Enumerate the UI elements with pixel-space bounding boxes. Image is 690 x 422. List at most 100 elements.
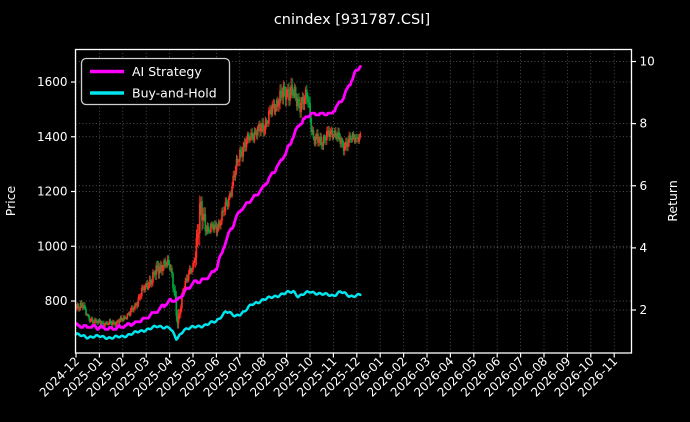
- candle-body: [322, 136, 325, 146]
- candle-body: [243, 142, 246, 147]
- candle-body: [145, 283, 148, 286]
- candle-body: [184, 280, 187, 289]
- candle-body: [292, 94, 295, 96]
- candle-body: [103, 322, 105, 327]
- candle-body: [155, 265, 158, 275]
- candle-body: [245, 140, 248, 148]
- candle-body: [87, 314, 90, 317]
- candle-body: [276, 100, 279, 107]
- candle-body: [317, 133, 319, 143]
- candle-body: [106, 321, 109, 325]
- candle-body: [101, 322, 104, 324]
- candle-body: [241, 152, 243, 157]
- candle-body: [353, 137, 356, 143]
- candle-body: [320, 137, 323, 145]
- candle-body: [256, 126, 259, 136]
- candle-body: [284, 89, 287, 100]
- candle-body: [207, 226, 210, 232]
- candle-body: [147, 285, 150, 289]
- candle-body: [95, 319, 97, 322]
- candle-body: [323, 136, 326, 139]
- candle-body: [152, 271, 154, 283]
- candle-body: [233, 175, 236, 178]
- candle-body: [162, 267, 164, 272]
- candle-body: [283, 86, 286, 90]
- candle-body: [249, 139, 251, 141]
- candle-body: [337, 132, 339, 140]
- candle-body: [167, 259, 170, 264]
- candle-body: [226, 202, 229, 207]
- series-line-buy-and-hold: [74, 289, 362, 341]
- candle-body: [200, 201, 202, 204]
- candle-body: [195, 237, 198, 258]
- candle-body: [88, 316, 91, 321]
- candle-body: [342, 142, 345, 151]
- candle-body: [76, 304, 78, 308]
- candle-body: [85, 308, 87, 315]
- candle-body: [165, 265, 168, 267]
- candle-body: [120, 317, 123, 321]
- candle-body: [275, 100, 278, 108]
- price-tick-label: 1400: [37, 130, 68, 144]
- candle-body: [224, 201, 227, 212]
- candle-body: [347, 142, 349, 147]
- candle-body: [98, 319, 101, 322]
- candle-body: [225, 201, 228, 203]
- candle-body: [220, 220, 222, 226]
- candle-body: [119, 317, 122, 321]
- candle-body: [308, 101, 310, 103]
- candle-body: [278, 103, 280, 107]
- candle-body: [202, 214, 204, 221]
- candle-body: [218, 221, 221, 226]
- candle-body: [343, 145, 346, 151]
- candle-body: [261, 123, 264, 128]
- candle-body: [203, 214, 206, 216]
- candle-body: [81, 305, 84, 309]
- candle-body: [213, 224, 216, 231]
- candle-body: [174, 290, 177, 297]
- candle-body: [144, 285, 146, 291]
- candle-body: [274, 107, 277, 113]
- candle-body: [164, 260, 167, 266]
- candle-body: [201, 201, 203, 221]
- candle-body: [253, 131, 256, 141]
- candle-body: [117, 320, 120, 323]
- candle-body: [255, 131, 258, 136]
- candle-body: [281, 94, 284, 98]
- candle-body: [348, 135, 351, 143]
- candle-body: [324, 138, 327, 141]
- candle-body: [91, 318, 94, 323]
- candle-body: [161, 264, 163, 272]
- candle-body: [301, 97, 304, 104]
- candle-body: [108, 320, 111, 324]
- candle-body: [169, 268, 172, 270]
- candle-body: [333, 130, 336, 136]
- candle-body: [264, 120, 267, 130]
- return-tick-label: 6: [640, 179, 648, 193]
- legend-label-buy-and-hold: Buy-and-Hold: [132, 86, 217, 101]
- candle-body: [138, 297, 141, 298]
- candle-body: [268, 110, 270, 123]
- candle-body: [179, 307, 182, 314]
- candle-body: [90, 318, 93, 321]
- candle-body: [211, 223, 213, 226]
- candle-body: [181, 293, 183, 308]
- candle-body: [298, 98, 300, 104]
- candle-body: [116, 320, 119, 323]
- candle-body: [288, 89, 290, 101]
- candle-body: [314, 136, 317, 145]
- candle-body: [127, 313, 130, 315]
- return-tick-label: 8: [640, 117, 648, 131]
- candle-body: [135, 303, 138, 306]
- candle-body: [140, 287, 143, 297]
- candle-body: [110, 322, 113, 325]
- candle-body: [111, 321, 114, 325]
- candle-body: [247, 133, 250, 141]
- candle-body: [172, 273, 174, 288]
- candle-body: [114, 322, 116, 326]
- candle-body: [309, 102, 311, 119]
- candle-body: [350, 139, 353, 141]
- candle-body: [217, 221, 220, 228]
- candle-body: [198, 203, 201, 234]
- price-axis-label: Price: [3, 185, 18, 216]
